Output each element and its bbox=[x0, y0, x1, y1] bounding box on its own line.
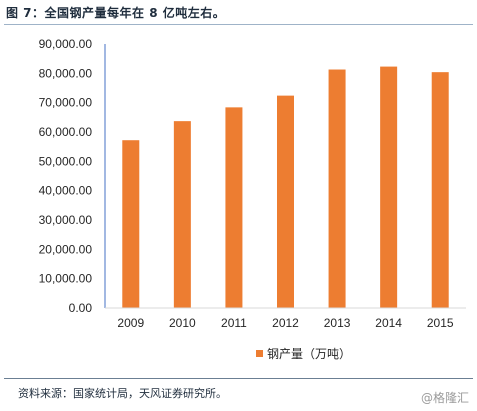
bar-chart: 0.00 10,000.00 20,000.00 30,000.00 40,000.00… bbox=[39, 37, 466, 361]
chart-area: 0.00 10,000.00 20,000.00 30,000.00 40,000.00… bbox=[0, 28, 477, 374]
x-tick-label: 2012 bbox=[272, 316, 299, 330]
y-tick-label: 60,000.00 bbox=[39, 125, 93, 139]
x-tick-label: 2009 bbox=[117, 316, 144, 330]
bar bbox=[122, 140, 140, 308]
bar bbox=[380, 66, 398, 308]
legend-label: 钢产量（万吨） bbox=[267, 347, 351, 361]
x-tick-label: 2010 bbox=[169, 316, 196, 330]
y-tick-label: 30,000.00 bbox=[39, 213, 93, 227]
x-tick-label: 2011 bbox=[221, 316, 247, 330]
figure-title: 图 7：全国钢产量每年在 8 亿吨左右。 bbox=[6, 6, 226, 20]
y-tick-label: 0.00 bbox=[69, 301, 93, 315]
y-tick-label: 10,000.00 bbox=[39, 272, 93, 286]
bar bbox=[277, 95, 294, 308]
x-tick-label: 2014 bbox=[375, 316, 402, 330]
title-divider bbox=[4, 24, 473, 25]
watermark: @格隆汇 bbox=[420, 391, 469, 405]
bar bbox=[328, 69, 346, 308]
y-tick-label: 50,000.00 bbox=[39, 154, 93, 168]
x-tick-label: 2013 bbox=[324, 316, 351, 330]
x-tick-label: 2015 bbox=[427, 316, 454, 330]
bar bbox=[431, 72, 449, 308]
y-tick-label: 20,000.00 bbox=[39, 242, 93, 256]
footer-divider bbox=[4, 378, 473, 379]
y-tick-label: 40,000.00 bbox=[39, 184, 93, 198]
bar bbox=[173, 121, 191, 308]
bar bbox=[225, 107, 243, 308]
y-tick-label: 80,000.00 bbox=[39, 66, 93, 80]
y-tick-label: 90,000.00 bbox=[39, 37, 93, 51]
source-note: 资料来源：国家统计局，天风证券研究所。 bbox=[18, 387, 227, 400]
legend-swatch bbox=[256, 350, 263, 357]
y-tick-label: 70,000.00 bbox=[39, 96, 93, 110]
